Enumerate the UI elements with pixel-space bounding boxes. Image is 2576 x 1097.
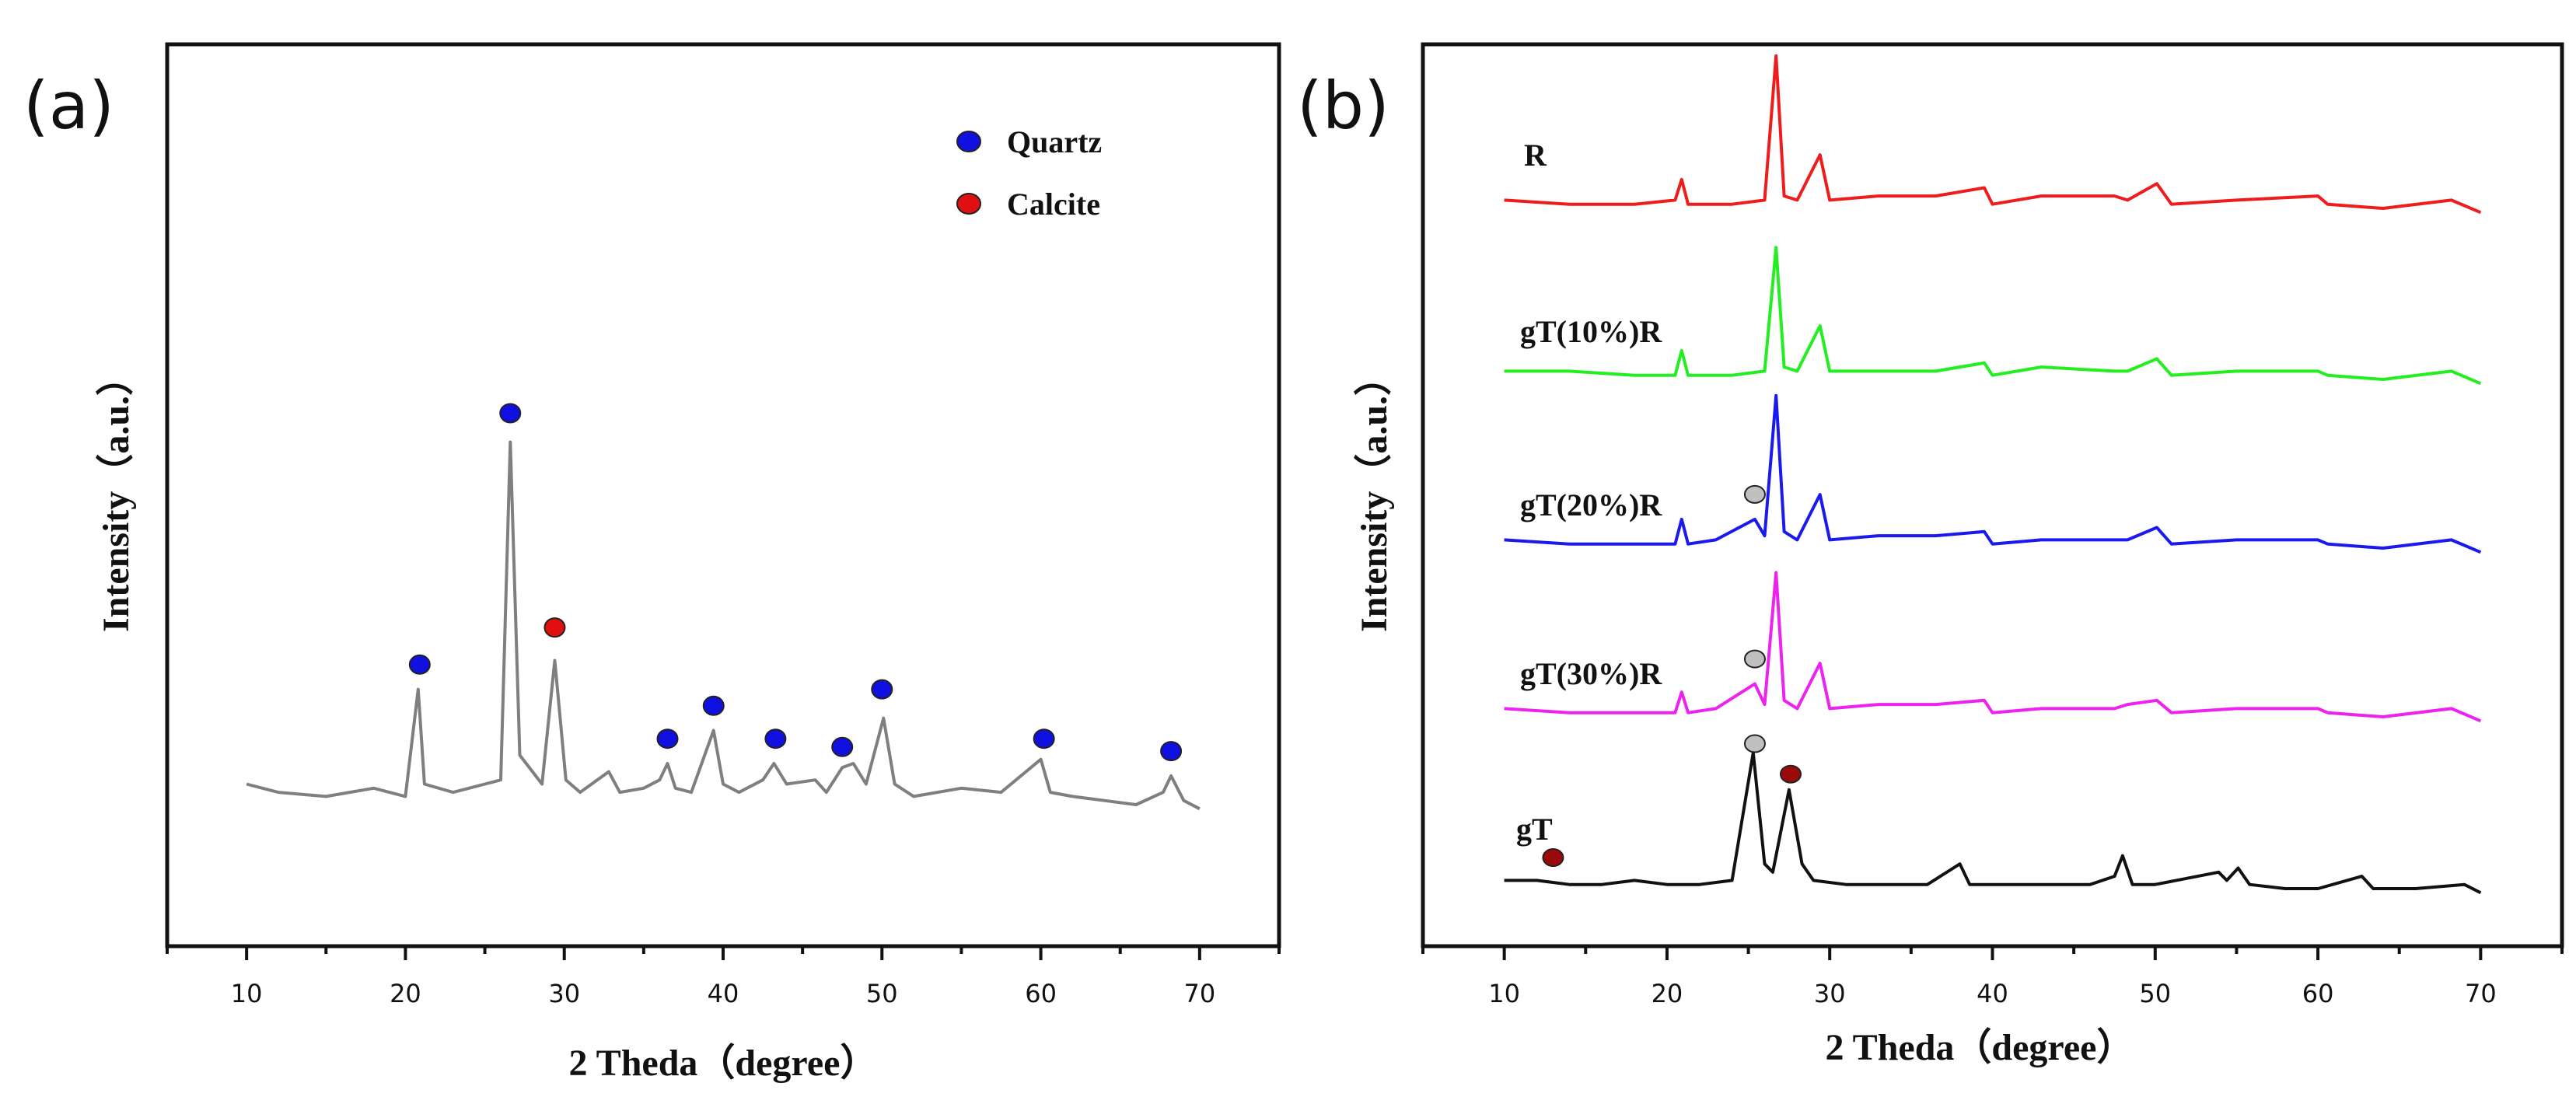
x-tick-label-10: 10 xyxy=(1488,979,1520,1008)
x-tick-label-10: 10 xyxy=(231,979,263,1008)
panel-b-x-axis: 10 20 30 40 50 60 70 xyxy=(1421,946,2564,1008)
x-tick-label-30: 30 xyxy=(548,979,580,1008)
panel-a-x-axis: 10 20 30 40 50 60 70 xyxy=(166,946,1281,1008)
panel-a-label: (a) xyxy=(23,68,114,144)
panel-b-series-line-0 xyxy=(1504,54,2482,215)
panel-a-x-axis-title: 2 Theda（degree） xyxy=(569,1043,878,1084)
panel-b-marker-2 xyxy=(1743,734,1766,753)
series-label-gt: gT xyxy=(1516,812,1553,847)
panel-a-marker-3 xyxy=(656,728,679,749)
panel-a-peak-markers xyxy=(408,403,1183,762)
panel-a-marker-8 xyxy=(1033,728,1055,749)
panel-b-series-line-2 xyxy=(1504,393,2482,554)
panel-a-marker-2 xyxy=(544,617,566,638)
panel-b-label: (b) xyxy=(1297,68,1389,144)
panel-a-marker-6 xyxy=(831,736,854,757)
x-tick-label-60: 60 xyxy=(1025,979,1057,1008)
x-tick-label-70: 70 xyxy=(2465,979,2497,1008)
series-label-gt30r: gT(30%)R xyxy=(1520,656,1662,691)
legend-calcite-label: Calcite xyxy=(1007,187,1100,222)
panel-a-plot-frame xyxy=(165,42,1281,949)
x-tick-label-40: 40 xyxy=(1977,979,2008,1008)
panel-b-x-axis-title: 2 Theda（degree） xyxy=(1826,1027,2134,1068)
panel-b-series-line-4 xyxy=(1504,751,2482,895)
panel-b: (b) 10 20 30 40 50 60 70 R gT(10%)R gT(20%)R g… xyxy=(1297,42,2564,1068)
panel-b-marker-3 xyxy=(1779,764,1802,784)
panel-a-marker-9 xyxy=(1160,741,1183,762)
panel-a-marker-0 xyxy=(408,654,431,675)
panel-a-marker-4 xyxy=(702,695,725,716)
legend-quartz-marker xyxy=(956,131,981,152)
panel-b-marker-1 xyxy=(1743,649,1766,669)
panel-b-series-line-1 xyxy=(1504,246,2482,386)
series-label-gt20r: gT(20%)R xyxy=(1520,487,1662,522)
panel-b-series-line-3 xyxy=(1504,571,2482,723)
x-tick-label-50: 50 xyxy=(866,979,898,1008)
x-tick-label-20: 20 xyxy=(1652,979,1683,1008)
panel-a-marker-7 xyxy=(871,679,893,700)
x-tick-label-20: 20 xyxy=(390,979,421,1008)
panel-b-marker-0 xyxy=(1743,484,1766,504)
panel-b-marker-4 xyxy=(1542,848,1564,868)
x-tick-label-70: 70 xyxy=(1183,979,1215,1008)
legend-calcite-marker xyxy=(956,193,981,215)
panel-b-series-group xyxy=(1504,54,2482,895)
series-label-gt10r: gT(10%)R xyxy=(1520,314,1662,349)
x-tick-label-40: 40 xyxy=(708,979,739,1008)
panel-b-peak-markers xyxy=(1542,484,1802,868)
panel-a-series-group xyxy=(246,440,1201,811)
x-tick-label-60: 60 xyxy=(2302,979,2334,1008)
panel-a-y-axis-title: Intensity（a.u.） xyxy=(96,358,137,632)
legend-quartz-label: Quartz xyxy=(1007,124,1102,159)
panel-a-series-line-0 xyxy=(246,440,1201,811)
panel-a-marker-5 xyxy=(764,728,787,749)
panel-a: (a) 10 20 30 40 50 60 70 Quartz Calcite 2 Thed… xyxy=(23,42,1281,1084)
panel-a-marker-1 xyxy=(499,403,522,424)
series-label-r: R xyxy=(1524,138,1547,173)
x-tick-label-30: 30 xyxy=(1814,979,1846,1008)
panel-b-y-axis-title: Intensity（a.u.） xyxy=(1354,358,1395,632)
x-tick-label-50: 50 xyxy=(2139,979,2171,1008)
panel-a-legend: Quartz Calcite xyxy=(956,124,1102,222)
